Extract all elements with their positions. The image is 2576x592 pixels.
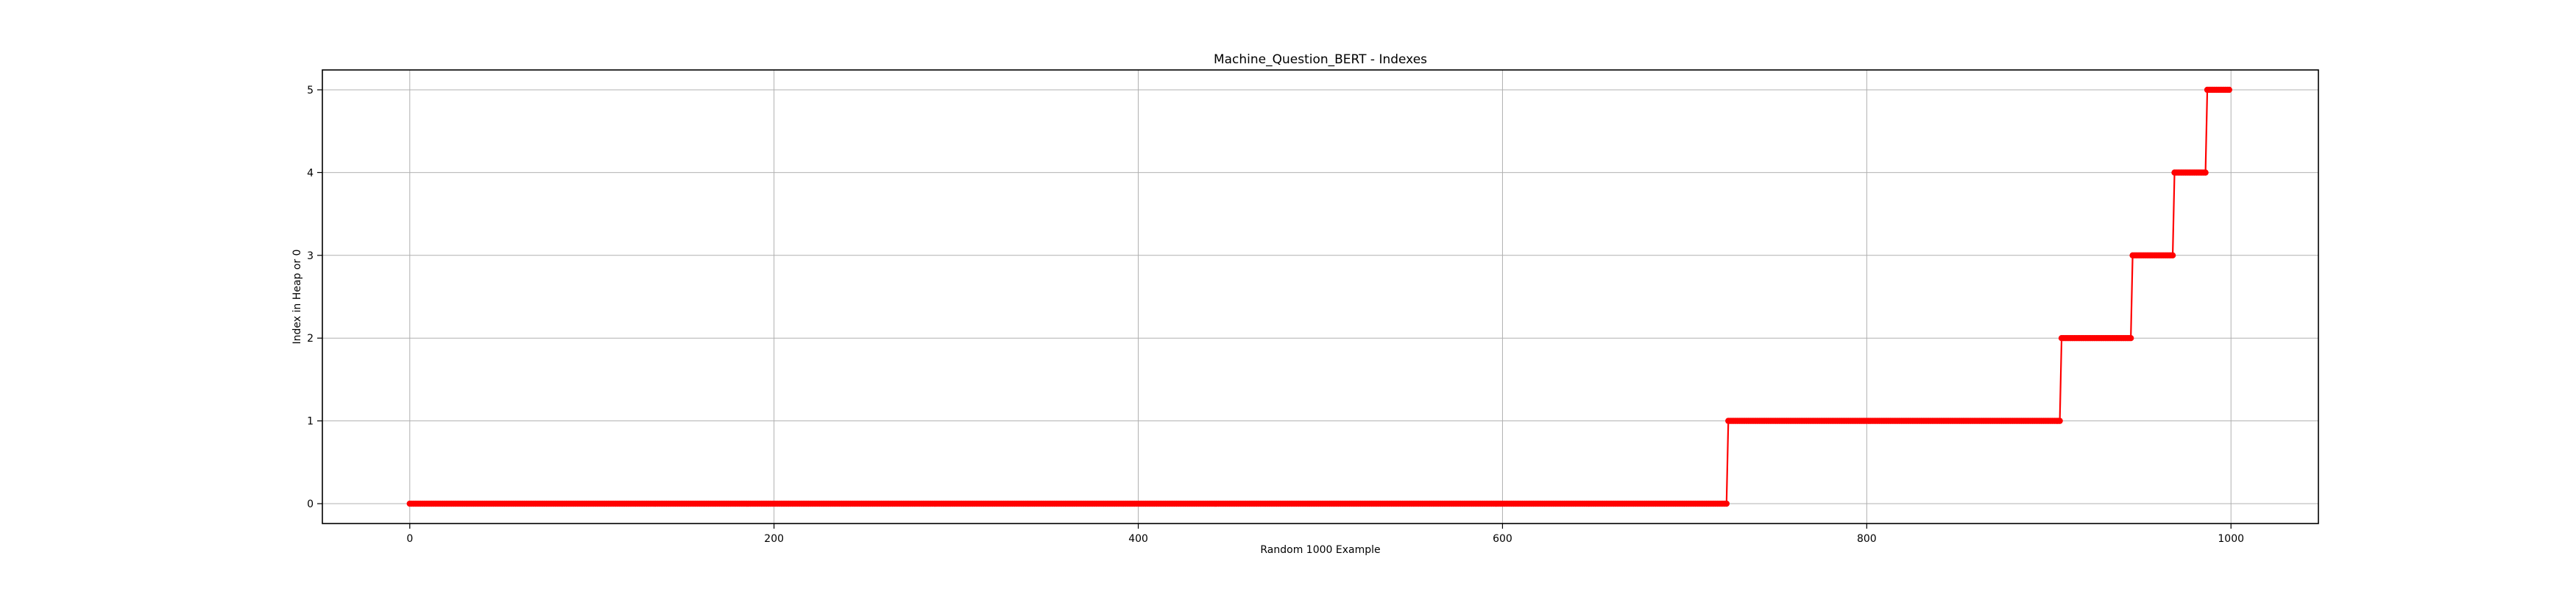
x-tick-label: 800 xyxy=(1857,533,1877,545)
data-point xyxy=(2169,252,2176,258)
y-tick-label: 0 xyxy=(307,498,314,510)
series-step-y-5 xyxy=(2204,86,2232,94)
x-axis-label: Random 1000 Example xyxy=(1260,544,1380,556)
data-point xyxy=(2127,335,2134,342)
x-tick-label: 600 xyxy=(1493,533,1512,545)
y-tick-label: 1 xyxy=(307,416,314,428)
axis-ticks: 0 200 400 600 800 1000 0 1 2 3 4 5 xyxy=(307,85,2244,545)
x-tick-label: 400 xyxy=(1128,533,1148,545)
x-tick-label: 0 xyxy=(406,533,413,545)
data-point xyxy=(2226,86,2232,94)
x-tick-label: 1000 xyxy=(2218,533,2244,545)
data-series xyxy=(406,86,2232,507)
series-step-y-0 xyxy=(406,500,1730,507)
grid-lines xyxy=(322,70,2318,524)
series-step-y-4 xyxy=(2171,169,2209,176)
series-line xyxy=(409,88,2229,505)
y-tick-label: 4 xyxy=(307,167,314,179)
data-point xyxy=(2056,417,2063,424)
y-axis-label: Index in Heap or 0 xyxy=(291,250,303,345)
data-point xyxy=(2202,169,2209,176)
chart-title: Machine_Question_BERT - Indexes xyxy=(1214,52,1427,67)
data-point xyxy=(1723,500,1730,507)
x-tick-label: 200 xyxy=(764,533,784,545)
y-tick-label: 3 xyxy=(307,250,314,262)
series-step-y-1 xyxy=(1725,417,2063,424)
plot-area-frame xyxy=(322,69,2319,524)
series-step-y-3 xyxy=(2129,252,2176,258)
series-step-y-2 xyxy=(2058,335,2134,342)
y-tick-label: 2 xyxy=(307,333,314,345)
y-tick-label: 5 xyxy=(307,85,314,96)
